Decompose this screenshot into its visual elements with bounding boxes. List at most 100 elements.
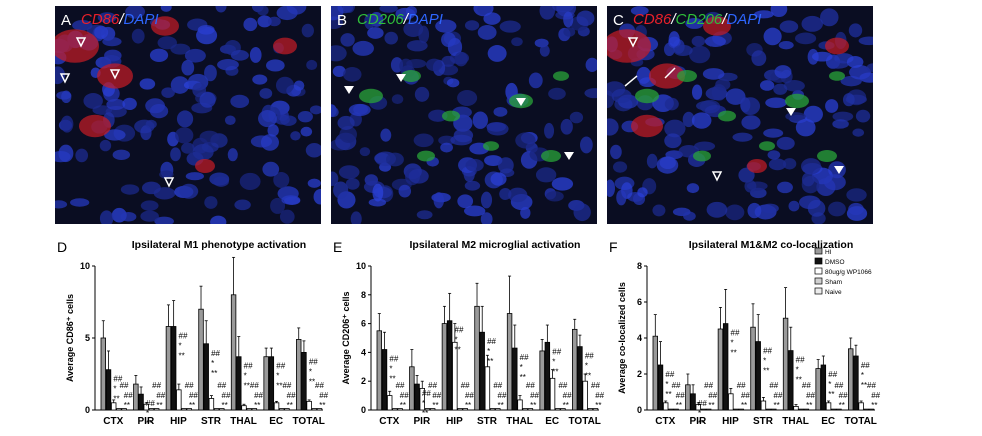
- nucleus: [333, 181, 349, 199]
- nucleus: [673, 44, 693, 56]
- nucleus: [691, 84, 703, 100]
- nucleus: [60, 115, 74, 133]
- nucleus: [738, 167, 755, 183]
- significance-mark: ##: [113, 375, 122, 384]
- nucleus: [779, 20, 799, 33]
- bar: [208, 398, 215, 411]
- stain-label-part: /: [403, 11, 408, 28]
- nucleus: [99, 210, 114, 224]
- nucleus: [331, 6, 344, 21]
- nucleus: [472, 111, 488, 129]
- nucleus: [770, 6, 788, 18]
- cd206-cell: [483, 141, 499, 151]
- nucleus: [199, 130, 220, 144]
- stain-label-part: DAPI: [407, 11, 443, 28]
- significance-mark: ##: [558, 381, 567, 390]
- micrograph-a-image: [55, 6, 321, 224]
- x-tick-label: CTX: [103, 416, 123, 427]
- nucleus: [563, 27, 576, 37]
- bar: [429, 408, 436, 411]
- y-tick-label: 0: [85, 405, 90, 415]
- nucleus: [384, 31, 398, 45]
- bar: [414, 383, 420, 411]
- bar: [452, 341, 458, 411]
- significance-mark: **: [400, 401, 406, 410]
- significance-mark: **: [520, 373, 526, 382]
- x-tick-label: PIR: [690, 416, 707, 427]
- stain-label-part: /: [119, 11, 124, 28]
- significance-mark: ##: [828, 370, 837, 379]
- nucleus: [176, 110, 194, 128]
- nucleus: [267, 16, 281, 27]
- nucleus: [181, 59, 195, 76]
- x-tick-label: TOTAL: [293, 416, 325, 427]
- significance-mark: ##: [120, 381, 129, 390]
- panel-letter: B: [337, 12, 348, 29]
- bar: [673, 408, 679, 411]
- significance-mark: **: [828, 390, 834, 399]
- bar: [138, 393, 144, 411]
- significance-mark: ##: [802, 381, 811, 390]
- bar: [668, 408, 674, 411]
- open-arrowhead-icon: [59, 73, 71, 84]
- nucleus: [715, 78, 731, 91]
- bar: [717, 328, 724, 411]
- nucleus: [686, 183, 700, 194]
- significance-mark: **: [698, 419, 704, 428]
- significance-mark: ##: [493, 381, 502, 390]
- legend-swatch: [814, 247, 823, 255]
- significance-mark: ##: [432, 391, 441, 400]
- nucleus: [440, 142, 453, 153]
- stain-label-part: /: [671, 11, 676, 28]
- bar: [316, 408, 323, 411]
- nucleus: [55, 66, 66, 85]
- nucleus: [798, 195, 821, 210]
- nucleus: [539, 44, 550, 57]
- x-tick-label: HIP: [170, 416, 187, 427]
- nucleus: [199, 92, 216, 108]
- nucleus: [75, 148, 89, 163]
- bar: [825, 402, 832, 411]
- bar: [203, 343, 209, 411]
- bar: [592, 408, 599, 411]
- bar: [863, 408, 870, 411]
- significance-mark: ##: [520, 353, 529, 362]
- x-tick-label: THAL: [230, 416, 257, 427]
- significance-mark: **: [665, 390, 671, 399]
- significance-mark: **: [585, 372, 591, 381]
- nucleus: [131, 28, 145, 44]
- bar: [760, 400, 767, 411]
- bar: [495, 408, 501, 411]
- significance-mark: *: [389, 365, 392, 374]
- nucleus: [368, 198, 387, 207]
- bar: [213, 408, 220, 411]
- significance-mark: **: [487, 357, 493, 366]
- cd86-cell: [97, 63, 133, 89]
- bar: [148, 408, 155, 411]
- x-tick-label: THAL: [506, 416, 533, 427]
- nucleus: [380, 128, 392, 142]
- bar: [782, 317, 789, 411]
- nucleus: [544, 122, 555, 139]
- nucleus: [406, 59, 427, 69]
- significance-mark: ##: [276, 362, 285, 371]
- nucleus: [265, 59, 285, 72]
- significance-mark: **: [189, 401, 195, 410]
- nucleus: [858, 36, 873, 46]
- nucleus: [751, 50, 767, 67]
- significance-mark: **: [254, 401, 260, 410]
- stain-label-part: CD86: [633, 11, 672, 28]
- bar: [116, 408, 122, 411]
- filled-arrowhead-icon: [786, 108, 796, 116]
- significance-mark: ##: [389, 355, 398, 364]
- nucleus: [159, 170, 174, 179]
- bar: [111, 402, 117, 411]
- nucleus: [545, 191, 564, 202]
- bar: [803, 408, 810, 411]
- significance-mark: *: [665, 380, 668, 389]
- significance-mark: ##: [211, 349, 220, 358]
- bar: [479, 331, 485, 411]
- nucleus: [740, 97, 761, 116]
- x-tick-label: EC: [821, 416, 835, 427]
- significance-mark: ##: [769, 381, 778, 390]
